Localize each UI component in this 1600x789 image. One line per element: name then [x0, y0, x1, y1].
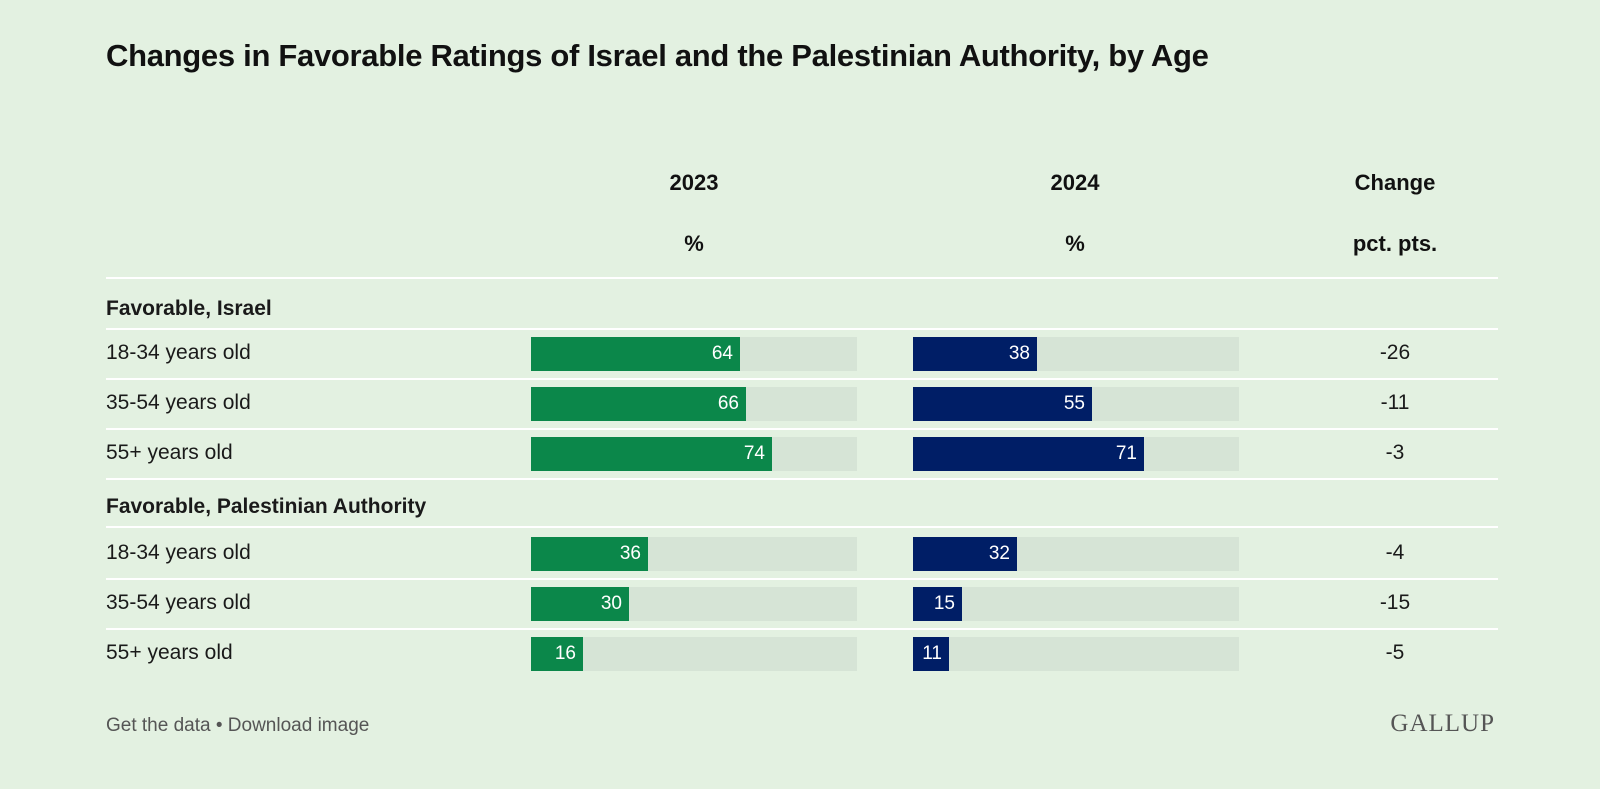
bar-track-2024: 38: [913, 337, 1239, 371]
change-value: -4: [1385, 541, 1405, 564]
bar-value-label: 71: [1115, 443, 1137, 464]
row-label: 55+ years old: [106, 441, 233, 464]
column-unit-2023: %: [684, 231, 704, 256]
bar-2023: 64: [531, 337, 740, 371]
download-image-link[interactable]: Download image: [227, 715, 370, 736]
bar-track-2024: 55: [913, 387, 1239, 421]
bar-2024: 71: [913, 437, 1144, 471]
bar-2023: 16: [531, 637, 583, 671]
group-divider: [106, 328, 1498, 330]
column-header-2024: 2024: [1050, 170, 1100, 195]
bar-value-label: 66: [717, 393, 739, 414]
bar-track-2023: 30: [531, 587, 857, 621]
row-divider: [106, 478, 1498, 480]
bar-2023: 66: [531, 387, 746, 421]
bar-2024: 32: [913, 537, 1017, 571]
row-label: 35-54 years old: [106, 391, 251, 414]
get-data-link[interactable]: Get the data: [106, 715, 211, 736]
gallup-logo: GALLUP: [1390, 710, 1495, 737]
row-label: 55+ years old: [106, 641, 233, 664]
change-value: -3: [1385, 441, 1405, 464]
bar-2024: 38: [913, 337, 1037, 371]
bar-value-label: 15: [933, 593, 955, 614]
bar-value-label: 11: [922, 643, 942, 664]
group-label: Favorable, Israel: [106, 297, 272, 320]
bar-track-2023: 74: [531, 437, 857, 471]
bar-track-2023: 64: [531, 337, 857, 371]
column-unit-change: pct. pts.: [1352, 231, 1438, 256]
bar-value-label: 32: [988, 543, 1010, 564]
bar-value-label: 74: [743, 443, 765, 464]
footer-links: Get the data • Download image: [106, 715, 369, 737]
bar-value-label: 30: [600, 593, 622, 614]
row-label: 18-34 years old: [106, 341, 251, 364]
bar-2023: 74: [531, 437, 772, 471]
bar-track-2023: 66: [531, 387, 857, 421]
row-divider: [106, 628, 1498, 630]
bar-value-label: 55: [1063, 393, 1085, 414]
bar-track-2024: 32: [913, 537, 1239, 571]
change-value: -15: [1379, 591, 1411, 614]
bar-value-label: 64: [711, 343, 733, 364]
bar-2023: 36: [531, 537, 648, 571]
footer-separator: •: [215, 715, 223, 736]
change-value: -26: [1379, 341, 1411, 364]
bar-track-2024: 71: [913, 437, 1239, 471]
bar-value-label: 38: [1008, 343, 1030, 364]
bar-2024: 11: [913, 637, 949, 671]
group-divider: [106, 526, 1498, 528]
chart-title: Changes in Favorable Ratings of Israel a…: [106, 38, 1209, 73]
change-value: -5: [1385, 641, 1405, 664]
bar-track-2024: 11: [913, 637, 1239, 671]
bar-track-2023: 16: [531, 637, 857, 671]
row-divider: [106, 578, 1498, 580]
bar-track-2024: 15: [913, 587, 1239, 621]
column-header-2023: 2023: [669, 170, 719, 195]
bar-2024: 15: [913, 587, 962, 621]
row-label: 18-34 years old: [106, 541, 251, 564]
bar-2024: 55: [913, 387, 1092, 421]
bar-2023: 30: [531, 587, 629, 621]
bar-value-label: 16: [554, 643, 576, 664]
group-label: Favorable, Palestinian Authority: [106, 495, 427, 518]
change-value: -11: [1380, 391, 1410, 414]
bar-value-label: 36: [619, 543, 641, 564]
row-label: 35-54 years old: [106, 591, 251, 614]
column-unit-2024: %: [1065, 231, 1085, 256]
bar-track-2023: 36: [531, 537, 857, 571]
column-header-change: Change: [1354, 170, 1436, 195]
row-divider: [106, 428, 1498, 430]
row-divider: [106, 378, 1498, 380]
header-divider: [106, 277, 1498, 279]
